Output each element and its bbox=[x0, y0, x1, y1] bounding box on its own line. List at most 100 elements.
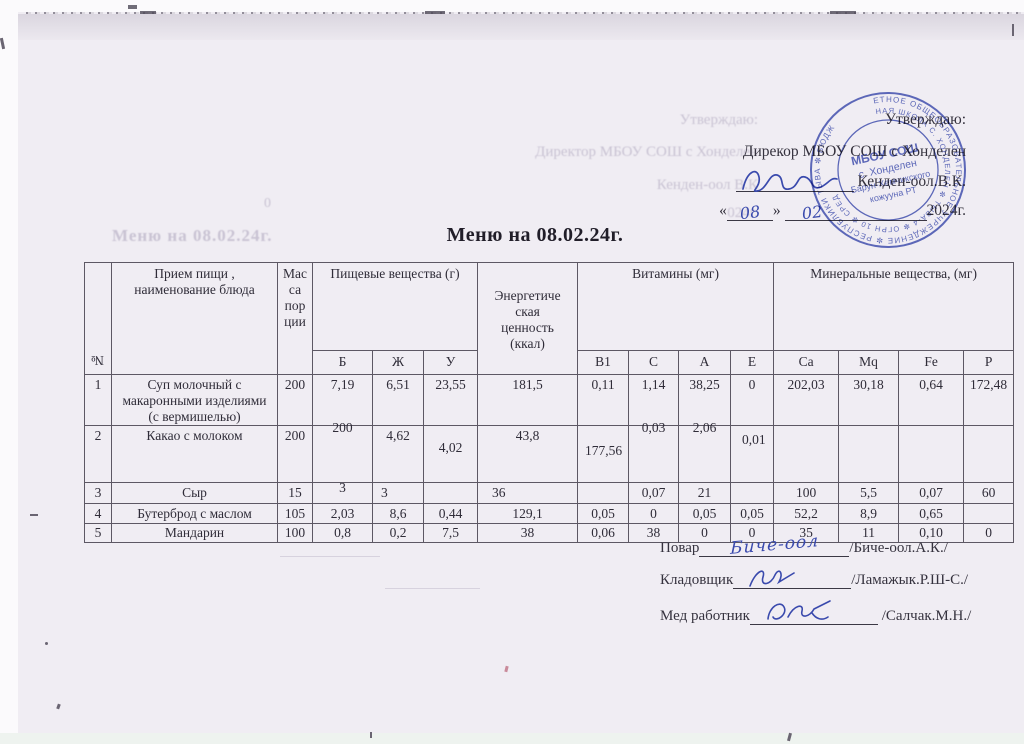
director-handwritten-signature bbox=[741, 170, 838, 192]
value-cell: 0,03 bbox=[628, 417, 680, 475]
value-cell: 4,62 bbox=[372, 425, 424, 483]
value-cell: 0,65 bbox=[898, 503, 965, 524]
ghost-menu-title: Меню на 08.02.24г. bbox=[112, 226, 273, 245]
row-number-cell: 4 bbox=[84, 503, 112, 524]
value-cell: 0 bbox=[963, 523, 1015, 543]
signature-name: /Ламажык.Р.Ш-С./ bbox=[851, 572, 969, 588]
subheader-cell: У bbox=[422, 350, 479, 375]
value-cell: 2,03 bbox=[312, 503, 373, 524]
value-cell: 60 bbox=[963, 482, 1015, 504]
row-number-cell: 3 bbox=[84, 482, 112, 504]
value-cell: 0,05 bbox=[577, 503, 630, 524]
handwritten-signature bbox=[749, 570, 796, 587]
scan-artifact-mark bbox=[370, 732, 372, 738]
signature-role: Мед работник bbox=[660, 608, 750, 624]
value-cell: 129,1 bbox=[477, 503, 579, 524]
ghost-year: 024г. bbox=[727, 205, 758, 221]
row-number-cell: 2 bbox=[84, 425, 112, 483]
value-cell: 200 bbox=[312, 417, 373, 475]
value-cell: 0,10 bbox=[898, 523, 965, 543]
date-year: 2024г. bbox=[926, 202, 966, 219]
table-row: 5 Мандарин 100 0,8 0,2 7,5 38 0,06 38 0 0 35 11 0,10 0 bbox=[84, 523, 1015, 543]
value-cell: 52,2 bbox=[773, 503, 840, 524]
date-line: « 08 » 02 2024г. bbox=[546, 201, 966, 224]
value-cell bbox=[838, 425, 900, 483]
dish-name-cell: Сыр bbox=[111, 482, 278, 504]
ghost-underline bbox=[280, 556, 380, 557]
header-dish: Прием пищи , наименование блюда bbox=[111, 262, 278, 375]
header-minerals: Минеральные вещества, (мг) bbox=[773, 262, 1015, 351]
value-cell bbox=[730, 482, 775, 504]
value-cell bbox=[422, 482, 479, 504]
table-row: 2 Какао с молоком 200 200 4,62 4,02 43,8 177,56… bbox=[84, 417, 1015, 483]
menu-title: Меню на 08.02.24г. bbox=[446, 224, 624, 246]
quote-close: » bbox=[772, 202, 781, 219]
portion-mass-cell: 105 bbox=[277, 503, 313, 524]
signature-role: Повар bbox=[660, 540, 700, 556]
scan-artifact-speck bbox=[128, 5, 137, 9]
value-cell: 181,5 bbox=[477, 374, 579, 426]
ghost-approval-label: Утверждаю: bbox=[679, 112, 758, 128]
scan-artifact-mark bbox=[56, 703, 61, 710]
signature-row-medic: Мед работник /Салчак.М.Н./ bbox=[660, 600, 1010, 625]
portion-mass-cell: 200 bbox=[277, 425, 313, 483]
scan-artifact-speck bbox=[140, 11, 156, 14]
director-line: Дирекор МБОУ СОШ с Хонделен bbox=[742, 143, 966, 160]
header-energy: Энергетиче ская ценность (ккал) bbox=[477, 262, 579, 375]
handwritten-month: 02 bbox=[801, 201, 824, 224]
dish-name-cell: Мандарин bbox=[111, 523, 278, 543]
value-cell: 202,03 bbox=[773, 374, 840, 426]
scan-edge-bottom bbox=[0, 733, 1024, 744]
value-cell: 172,48 bbox=[963, 374, 1015, 426]
scan-artifact-mark bbox=[45, 642, 48, 645]
value-cell: 0,06 bbox=[577, 523, 630, 543]
value-cell: 11 bbox=[838, 523, 900, 543]
signature-name: /Салчак.М.Н./ bbox=[881, 608, 972, 624]
handwritten-signature bbox=[767, 600, 831, 620]
table-row: 1 Суп молочный с макаронными изделиями (с… bbox=[84, 374, 1015, 426]
scan-artifact-mark bbox=[30, 514, 38, 516]
row-number-cell: 5 bbox=[84, 523, 112, 543]
subheader-cell: P bbox=[963, 350, 1015, 375]
value-cell: 43,8 bbox=[477, 425, 579, 483]
director-name: Кенден-оол.В.К. bbox=[857, 173, 966, 190]
signature-name: /Биче-оол.А.К./ bbox=[849, 540, 948, 556]
handwritten-day: 08 bbox=[738, 201, 762, 224]
signature-row-storekeeper: Кладовщик /Ламажык.Р.Ш-С./ bbox=[660, 570, 1010, 589]
ghost-director-line: Директор МБОУ СОШ с Хонделен bbox=[535, 144, 758, 160]
scan-artifact-speck bbox=[425, 11, 445, 14]
dish-name-cell: Суп молочный с макаронными изделиями (с … bbox=[111, 374, 278, 426]
header-mass: Мас са пор ции bbox=[277, 262, 313, 375]
value-cell: 8,6 bbox=[372, 503, 424, 524]
scan-artifact-mark bbox=[1012, 24, 1014, 36]
ghost-approval-block: Утверждаю: Директор МБОУ СОШ с Хонделен … bbox=[438, 110, 758, 223]
signature-role: Кладовщик bbox=[660, 572, 734, 588]
value-cell: 23,55 bbox=[422, 374, 479, 426]
header-nutrients: Пищевые вещества (г) bbox=[311, 262, 479, 351]
value-cell: 30,18 bbox=[838, 374, 900, 426]
ghost-director-name: Кенден-оол В.К bbox=[656, 177, 758, 193]
value-cell: 8,9 bbox=[838, 503, 900, 524]
subheader-cell: B1 bbox=[577, 350, 630, 375]
value-cell: 0,64 bbox=[898, 374, 965, 426]
scan-edge-top bbox=[0, 0, 1024, 12]
subheader-cell: E bbox=[730, 350, 775, 375]
signature-block: Повар Биче-оол/Биче-оол.А.К./ Кладовщик /… bbox=[660, 531, 1010, 638]
scan-artifact-mark bbox=[504, 665, 509, 673]
value-cell: 0,01 bbox=[730, 425, 775, 483]
scan-artifact-band bbox=[18, 14, 1024, 40]
value-cell: 6,51 bbox=[372, 374, 424, 426]
value-cell bbox=[963, 425, 1015, 483]
value-cell bbox=[773, 425, 840, 483]
value-cell: 0 bbox=[628, 503, 680, 524]
value-cell: 2,06 bbox=[678, 417, 732, 475]
signature-underline bbox=[735, 170, 854, 192]
header-vitamins: Витамины (мг) bbox=[577, 262, 775, 351]
header-number: № bbox=[84, 262, 112, 375]
value-cell: 0 bbox=[730, 374, 775, 426]
value-cell: 0,07 bbox=[898, 482, 965, 504]
value-cell: 5,5 bbox=[838, 482, 900, 504]
dish-name-cell: Какао с молоком bbox=[111, 425, 278, 483]
scan-edge-left bbox=[0, 0, 18, 744]
